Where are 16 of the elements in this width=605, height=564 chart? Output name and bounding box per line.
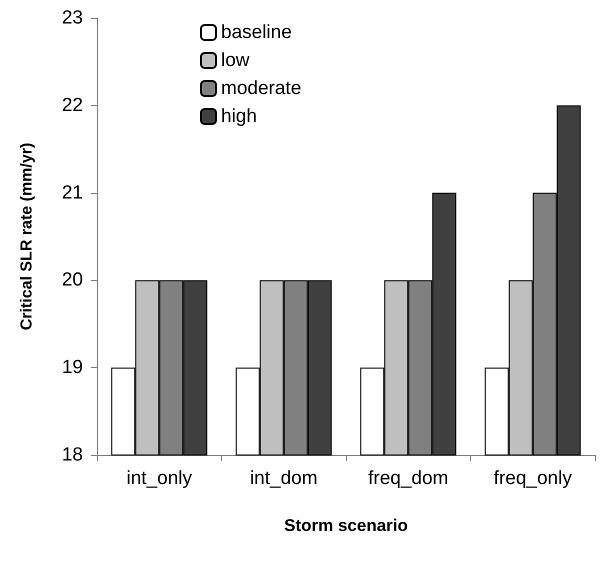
x-axis-title: Storm scenario: [284, 516, 408, 535]
legend-label: baseline: [221, 22, 292, 43]
y-tick-label: 23: [62, 8, 83, 28]
x-tick-label: freq_dom: [368, 468, 448, 489]
y-tick-label: 22: [62, 94, 83, 116]
y-tick-label: 21: [62, 182, 83, 204]
x-tick-label: int_dom: [250, 468, 318, 489]
y-tick-label: 19: [62, 357, 83, 378]
y-tick-label: 20: [62, 270, 83, 291]
x-tick-label: int_only: [126, 468, 192, 489]
y-tick-label: 18: [62, 444, 83, 466]
y-axis-title: Critical SLR rate (mm/yr): [18, 142, 36, 330]
legend-label: low: [221, 50, 250, 71]
legend-label: high: [221, 106, 257, 127]
legend-label: moderate: [221, 78, 302, 99]
x-tick-label: freq_only: [494, 468, 572, 489]
